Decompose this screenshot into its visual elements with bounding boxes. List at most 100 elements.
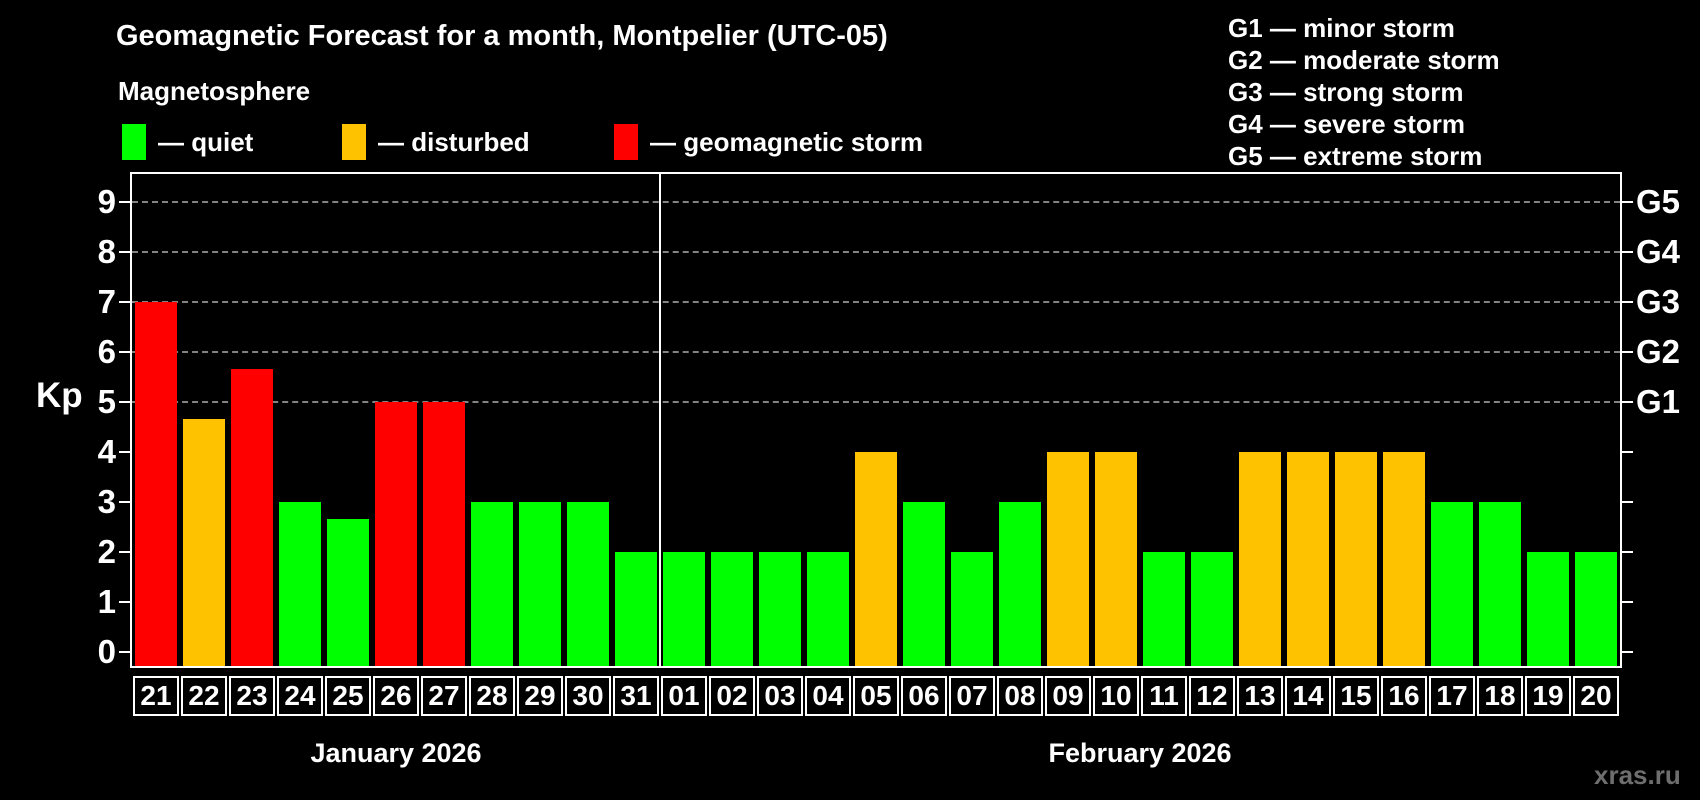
y-tick-label-4: 4: [97, 433, 116, 470]
g4-legend-line: G4 — severe storm: [1228, 109, 1466, 139]
g1-legend-line: G1 — minor storm: [1228, 13, 1455, 43]
day-axis: 21 22 23 24 25 26 27 28 29 30 31 01 02 03 04 05 06 07 08 09…: [132, 676, 1620, 720]
kp-bar-day-02: [711, 552, 753, 666]
right-axis-label-g5: G5: [1636, 183, 1681, 220]
right-tick-kp3: [1622, 501, 1633, 503]
kp-bar-day-22: [183, 418, 225, 666]
right-tick-kp1: [1622, 601, 1633, 603]
kp-bar-day-20: [1575, 552, 1617, 666]
g3-legend-line: G3 — strong storm: [1228, 77, 1464, 107]
right-tick-kp6: [1622, 351, 1633, 353]
kp-bar-day-26: [375, 402, 417, 666]
left-tick-kp5: [119, 401, 130, 403]
right-tick-kp0: [1622, 651, 1633, 653]
y-tick-label-8: 8: [97, 233, 116, 270]
kp-bar-day-17: [1431, 502, 1473, 666]
kp-bar-day-08: [999, 502, 1041, 666]
disturbed-color-swatch: [342, 124, 366, 160]
y-tick-label-6: 6: [97, 333, 116, 370]
kp-bar-day-11: [1143, 552, 1185, 666]
month-label-january: January 2026: [310, 738, 482, 768]
day-label-05: 05: [853, 676, 899, 716]
kp-bar-day-12: [1191, 552, 1233, 666]
day-label-29: 29: [517, 676, 563, 716]
kp-bar-day-31: [615, 552, 657, 666]
day-label-01: 01: [661, 676, 707, 716]
right-axis-label-g1: G1: [1636, 383, 1681, 420]
kp-bar-day-10: [1095, 452, 1137, 666]
kp-bar-day-03: [759, 552, 801, 666]
left-tick-kp6: [119, 351, 130, 353]
kp-bar-day-15: [1335, 452, 1377, 666]
left-tick-kp9: [119, 201, 130, 203]
gridline-kp6: [132, 351, 1620, 353]
kp-bar-day-30: [567, 502, 609, 666]
y-tick-label-9: 9: [97, 183, 116, 220]
right-axis-label-g2: G2: [1636, 333, 1681, 370]
left-tick-kp3: [119, 501, 130, 503]
kp-bar-day-28: [471, 502, 513, 666]
kp-bar-day-06: [903, 502, 945, 666]
right-tick-kp4: [1622, 451, 1633, 453]
day-label-21: 21: [133, 676, 179, 716]
day-label-28: 28: [469, 676, 515, 716]
day-label-08: 08: [997, 676, 1043, 716]
day-label-14: 14: [1285, 676, 1331, 716]
y-tick-label-5: 5: [97, 383, 116, 420]
g5-legend-line: G5 — extreme storm: [1228, 141, 1483, 171]
right-axis-label-g4: G4: [1636, 233, 1681, 270]
day-label-20: 20: [1573, 676, 1619, 716]
day-label-09: 09: [1045, 676, 1091, 716]
day-label-18: 18: [1477, 676, 1523, 716]
y-tick-label-7: 7: [97, 283, 116, 320]
magnetosphere-subtitle: Magnetosphere: [118, 76, 311, 106]
day-label-11: 11: [1141, 676, 1187, 716]
day-label-19: 19: [1525, 676, 1571, 716]
day-label-10: 10: [1093, 676, 1139, 716]
day-label-23: 23: [229, 676, 275, 716]
storm-color-swatch: [614, 124, 638, 160]
y-tick-label-0: 0: [97, 633, 116, 670]
kp-bar-day-25: [327, 518, 369, 666]
kp-bar-day-19: [1527, 552, 1569, 666]
kp-bar-day-14: [1287, 452, 1329, 666]
y-tick-label-3: 3: [97, 483, 116, 520]
day-label-30: 30: [565, 676, 611, 716]
day-label-24: 24: [277, 676, 323, 716]
kp-bar-day-18: [1479, 502, 1521, 666]
kp-bar-day-27: [423, 402, 465, 666]
kp-bar-day-01: [663, 552, 705, 666]
right-tick-kp9: [1622, 201, 1633, 203]
plot-inner: [119, 174, 1633, 666]
day-label-25: 25: [325, 676, 371, 716]
day-label-22: 22: [181, 676, 227, 716]
right-tick-kp2: [1622, 551, 1633, 553]
left-tick-kp2: [119, 551, 130, 553]
legend-item-disturbed: — disturbed: [342, 122, 530, 162]
left-tick-kp4: [119, 451, 130, 453]
kp-bar-day-24: [279, 502, 321, 666]
day-label-02: 02: [709, 676, 755, 716]
kp-bar-day-04: [807, 552, 849, 666]
day-label-15: 15: [1333, 676, 1379, 716]
left-tick-kp8: [119, 251, 130, 253]
day-label-04: 04: [805, 676, 851, 716]
right-tick-kp7: [1622, 301, 1633, 303]
gridline-kp7: [132, 301, 1620, 303]
day-label-31: 31: [613, 676, 659, 716]
left-tick-kp1: [119, 601, 130, 603]
day-label-17: 17: [1429, 676, 1475, 716]
watermark: xras.ru: [1594, 760, 1681, 790]
kp-bar-day-23: [231, 368, 273, 666]
day-label-12: 12: [1189, 676, 1235, 716]
kp-bar-day-05: [855, 452, 897, 666]
kp-bar-day-13: [1239, 452, 1281, 666]
day-label-27: 27: [421, 676, 467, 716]
legend-label-disturbed: — disturbed: [378, 126, 530, 157]
g2-legend-line: G2 — moderate storm: [1228, 45, 1500, 75]
y-tick-label-2: 2: [97, 533, 116, 570]
right-tick-kp8: [1622, 251, 1633, 253]
month-label-february: February 2026: [1048, 738, 1232, 768]
page-title: Geomagnetic Forecast for a month, Montpe…: [116, 20, 888, 52]
